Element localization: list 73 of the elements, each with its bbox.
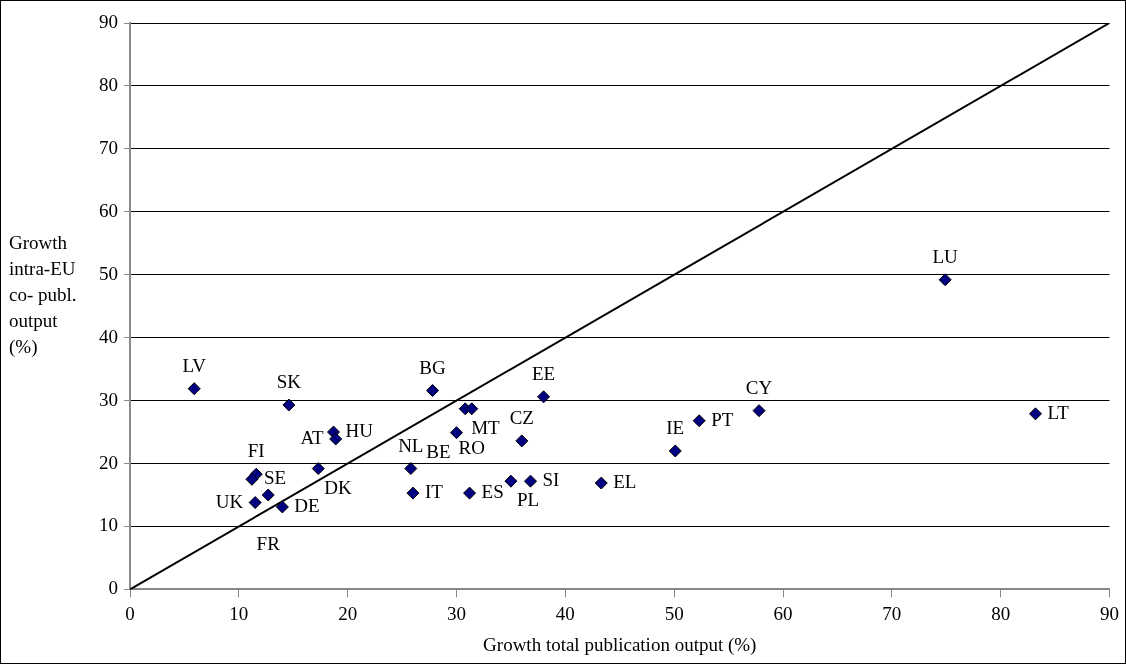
y-tick-label: 20	[99, 451, 118, 473]
y-tick-label: 10	[99, 514, 118, 536]
annotation: DE	[294, 494, 320, 516]
annotation: CZ	[509, 406, 534, 428]
point	[187, 382, 201, 396]
x-tick-label: 30	[447, 602, 466, 624]
annotation: LV	[182, 354, 207, 376]
annotation: EE	[531, 362, 556, 384]
point	[245, 472, 259, 486]
annotation: MT	[471, 416, 501, 438]
annotation: UK	[215, 490, 244, 512]
annotation: FI	[247, 440, 265, 462]
y-tick-label: 50	[99, 262, 118, 284]
annotation: LT	[1047, 401, 1070, 423]
annotation: PT	[711, 408, 734, 430]
y-axis-title: Growth intra-EU co- publ. output (%)	[9, 232, 77, 359]
annotation: LU	[932, 245, 959, 267]
point	[450, 426, 463, 440]
annotation: DK	[324, 476, 352, 498]
point	[938, 273, 952, 287]
y-tick-label: 0	[108, 577, 118, 599]
point	[524, 474, 538, 488]
x-tick-label: 40	[555, 602, 575, 624]
point	[537, 390, 551, 404]
annotation: IT	[424, 481, 444, 503]
point	[406, 486, 420, 500]
y-tick-label: 70	[99, 136, 118, 158]
point	[248, 496, 262, 510]
point	[1028, 407, 1042, 421]
annotation: CY	[745, 376, 773, 398]
annotation: PL	[516, 489, 540, 511]
point	[282, 398, 296, 412]
annotation: IE	[666, 416, 685, 438]
point	[465, 402, 479, 416]
annotation: SI	[542, 469, 560, 491]
point	[594, 476, 608, 490]
y-tick-label: 90	[99, 10, 118, 32]
point	[504, 474, 518, 488]
point	[692, 414, 706, 428]
annotation: NL	[398, 434, 424, 456]
annotation: FR	[256, 532, 281, 554]
point	[668, 444, 682, 458]
point	[311, 462, 325, 476]
x-axis-title: Growth total publication output (%)	[483, 633, 757, 656]
point	[329, 432, 343, 446]
annotation: AT	[300, 426, 325, 448]
point	[752, 404, 766, 418]
annotation: EL	[613, 471, 637, 493]
y-tick-label: 30	[99, 388, 118, 410]
annotation: SE	[263, 467, 287, 489]
x-tick-label: 80	[991, 602, 1011, 624]
annotation: BE	[426, 440, 451, 462]
y-tick-label: 80	[99, 73, 118, 95]
x-tick-label: 0	[125, 602, 135, 624]
x-tick-label: 50	[664, 602, 684, 624]
point	[463, 486, 477, 500]
x-tick-label: 60	[773, 602, 793, 624]
annotation: HU	[345, 420, 374, 442]
point	[515, 434, 529, 448]
point	[261, 488, 275, 502]
x-tick-label: 70	[882, 602, 902, 624]
x-tick-label: 10	[229, 602, 249, 624]
annotation: BG	[419, 356, 447, 378]
point	[275, 500, 289, 514]
annotation: RO	[458, 436, 485, 458]
x-tick-label: 90	[1100, 602, 1119, 624]
y-tick-label: 60	[99, 199, 118, 221]
annotation: ES	[481, 481, 504, 503]
point	[404, 462, 418, 476]
y-tick-label: 40	[99, 325, 118, 347]
x-tick-label: 20	[338, 602, 358, 624]
point	[426, 384, 440, 398]
annotation: SK	[276, 370, 302, 392]
